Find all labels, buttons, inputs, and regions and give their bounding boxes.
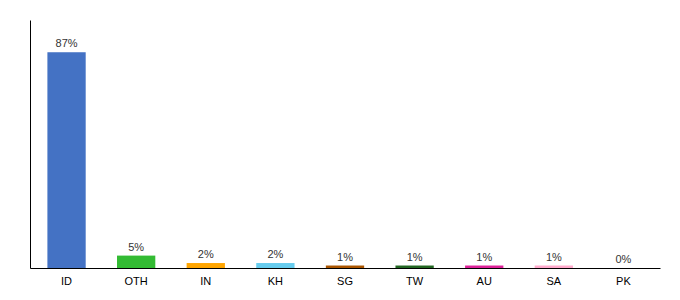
x-tick-label: KH (268, 275, 283, 287)
bar (256, 263, 294, 268)
bar (465, 266, 503, 268)
data-labels: 87% 5% 2% 2% 1% 1% 1% 1% 0% (56, 37, 632, 265)
x-tick-label: SA (546, 275, 561, 287)
data-label: 87% (56, 37, 78, 49)
x-tick-label: SG (337, 275, 353, 287)
bar (47, 52, 85, 268)
x-tick-label: PK (616, 275, 631, 287)
x-tick: SA (546, 275, 561, 287)
x-tick-label: AU (477, 275, 492, 287)
x-tick: PK (616, 275, 631, 287)
bar (395, 266, 433, 268)
data-label: 0% (615, 253, 631, 265)
bar (535, 266, 573, 268)
bar (326, 266, 364, 268)
x-tick: KH (268, 275, 283, 287)
x-axis: ID OTH IN KH SG TW AU SA PK (31, 269, 661, 287)
x-tick: OTH (125, 275, 148, 287)
y-axis-line (30, 21, 31, 269)
bar (187, 263, 225, 268)
data-label: 1% (546, 251, 562, 263)
plot: 87% 5% 2% 2% 1% 1% 1% 1% 0% ID OTH IN KH SG TW AU SA PK (31, 21, 661, 287)
x-tick-label: OTH (125, 275, 148, 287)
x-tick-label: TW (406, 275, 424, 287)
x-tick: TW (406, 275, 424, 287)
x-tick-label: ID (61, 275, 72, 287)
data-label: 1% (476, 251, 492, 263)
x-tick: IN (200, 275, 211, 287)
bars (47, 52, 573, 268)
y-axis (30, 21, 31, 269)
x-tick: ID (61, 275, 72, 287)
x-tick: SG (337, 275, 353, 287)
data-label: 1% (337, 251, 353, 263)
x-tick: AU (477, 275, 492, 287)
x-tick-label: IN (200, 275, 211, 287)
data-label: 2% (267, 248, 283, 260)
data-label: 1% (407, 251, 423, 263)
data-label: 5% (128, 241, 144, 253)
data-label: 2% (198, 248, 214, 260)
chart: 87% 5% 2% 2% 1% 1% 1% 1% 0% ID OTH IN KH SG TW AU SA PK (0, 0, 680, 300)
bar (117, 256, 155, 268)
x-axis-line (31, 268, 661, 269)
bar (604, 268, 642, 269)
